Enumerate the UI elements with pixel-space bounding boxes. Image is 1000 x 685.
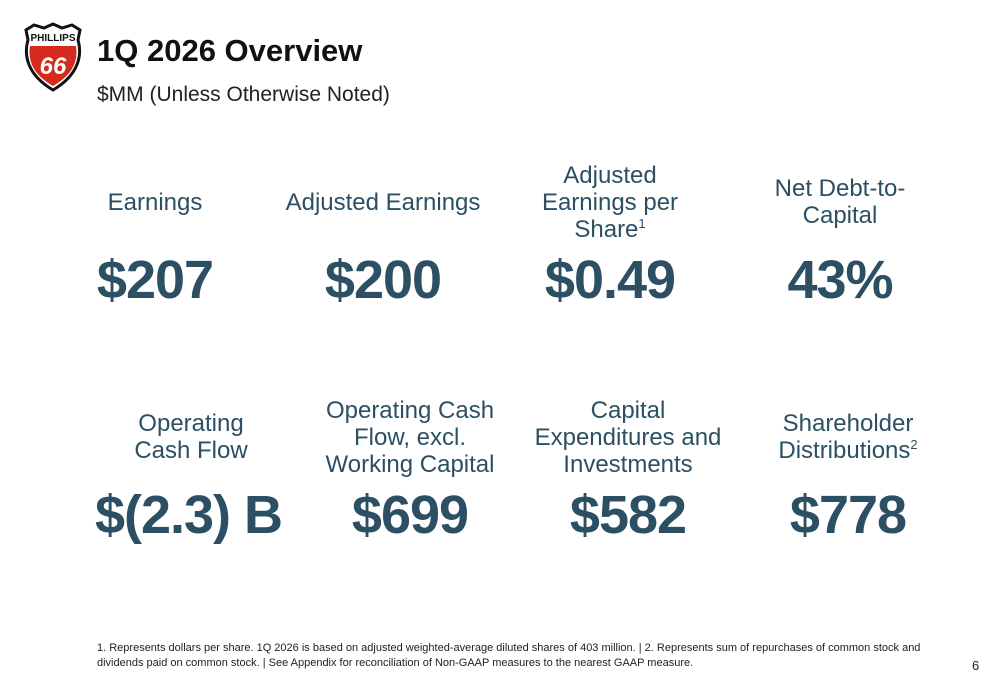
footnote-marker: 2 [910, 437, 918, 452]
metric-value: $200 [324, 250, 442, 310]
metric-label: Net Debt-to-Capital [774, 175, 906, 229]
metric-label: Operating Cash Flow [134, 410, 248, 464]
metric-value: $778 [789, 485, 907, 545]
phillips-66-logo: PHILLIPS 66 [24, 22, 82, 92]
metric-capex-investments: Capital Expenditures and Investments $58… [513, 392, 743, 546]
metric-label: Adjusted Earnings [285, 188, 481, 216]
metric-adjusted-eps: Adjusted Earnings per Share1 $0.49 [495, 157, 725, 311]
metric-net-debt-to-capital: Net Debt-to-Capital 43% [725, 157, 955, 311]
metric-value: $699 [351, 485, 469, 545]
metric-operating-cash-flow: Operating Cash Flow $(2.3) B [76, 392, 306, 546]
svg-text:66: 66 [40, 53, 67, 80]
metric-label: Capital Expenditures and Investments [534, 396, 722, 478]
metric-value: $582 [569, 485, 687, 545]
page-title: 1Q 2026 Overview [97, 33, 363, 68]
page-subtitle: $MM (Unless Otherwise Noted) [97, 83, 390, 106]
metric-value: $(2.3) B [94, 485, 283, 545]
metric-earnings: Earnings $207 [40, 157, 270, 311]
metric-value: $0.49 [544, 250, 676, 310]
metric-adjusted-earnings: Adjusted Earnings $200 [268, 157, 498, 311]
metric-shareholder-distributions: Shareholder Distributions2 $778 [733, 392, 963, 546]
metric-label: Shareholder Distributions [778, 410, 914, 464]
page-number: 6 [972, 658, 980, 673]
svg-text:PHILLIPS: PHILLIPS [30, 33, 75, 44]
metric-value: $207 [96, 250, 214, 310]
metric-label: Adjusted Earnings per Share [541, 161, 679, 243]
metric-ocf-excl-working-capital: Operating Cash Flow, excl. Working Capit… [295, 392, 525, 546]
metric-label: Operating Cash Flow, excl. Working Capit… [325, 396, 495, 478]
metric-value: 43% [787, 250, 893, 310]
footnote-marker: 1 [638, 215, 646, 231]
metric-label: Earnings [107, 188, 203, 216]
footnote: 1. Represents dollars per share. 1Q 2026… [97, 642, 921, 669]
